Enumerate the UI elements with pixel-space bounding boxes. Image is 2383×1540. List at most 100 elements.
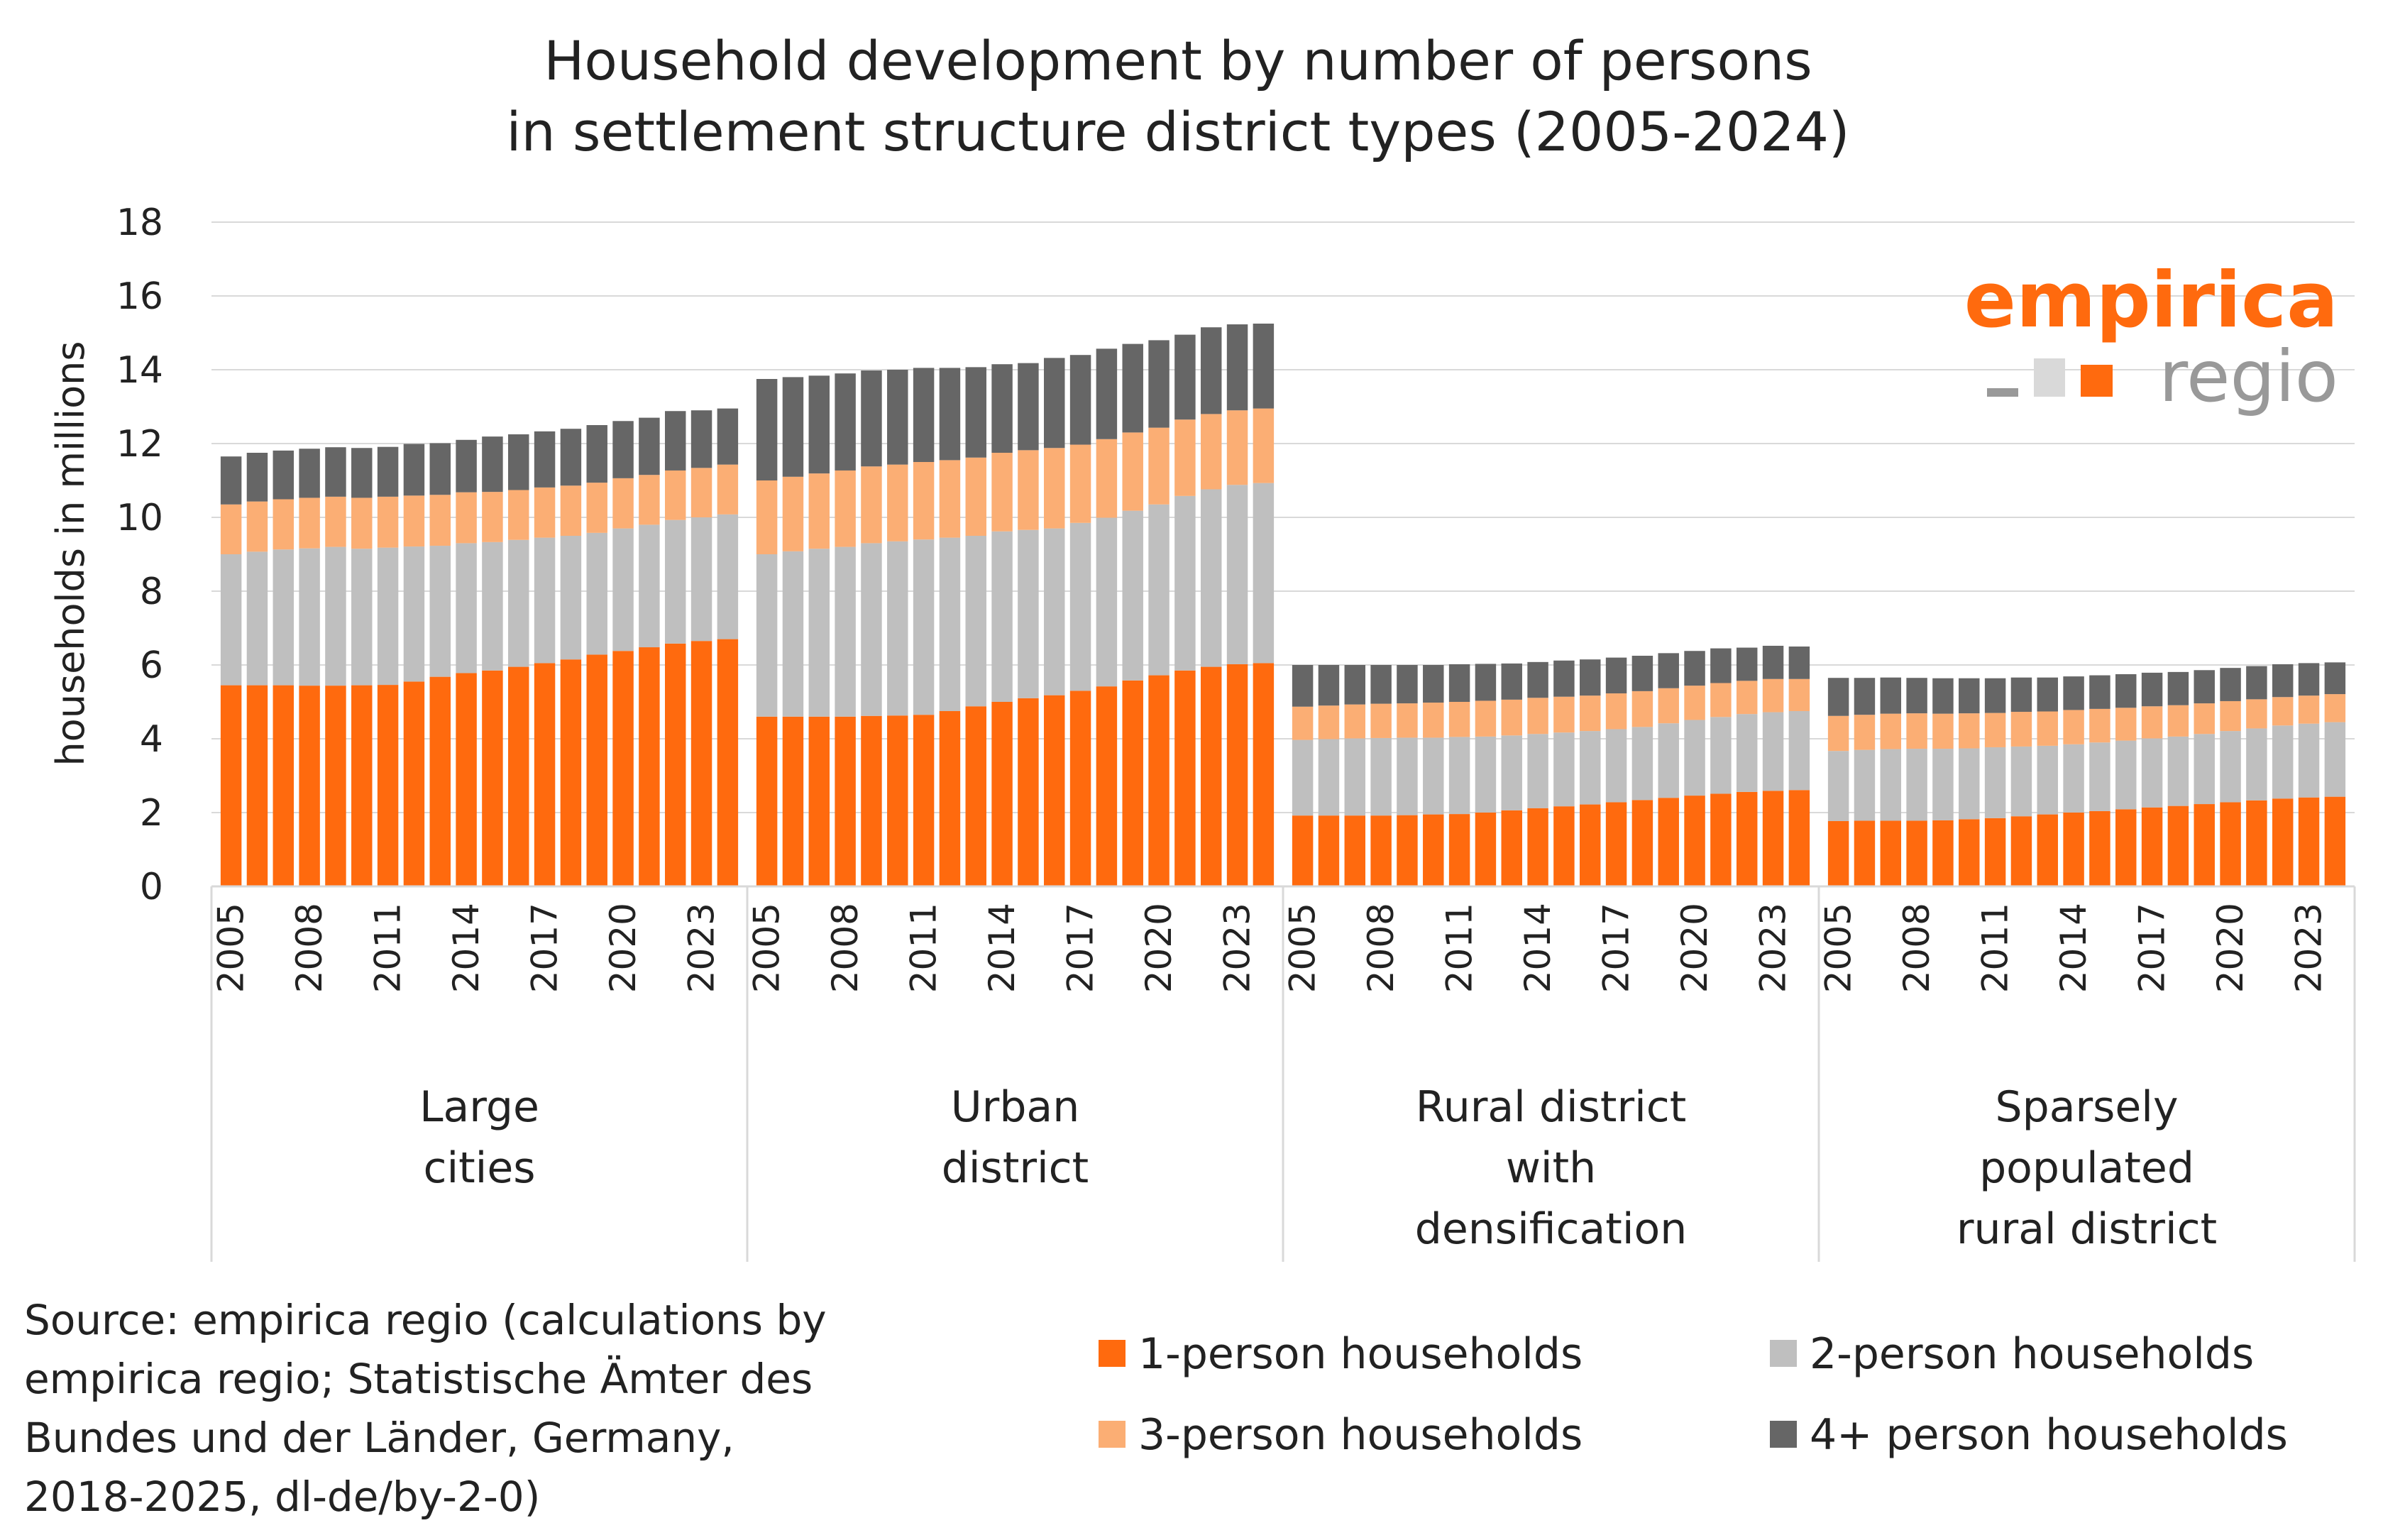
bar-segment [534,487,556,538]
bar-segment [1253,663,1275,886]
x-tick-label: 2011 [903,903,945,993]
bar-segment [1148,675,1170,886]
bar-segment [1827,715,1849,752]
x-tick-label: 2005 [1818,903,1859,993]
bar-segment [377,496,399,548]
x-tick-label: 2005 [211,903,252,993]
bar-segment [2115,708,2137,741]
bar-segment [1501,810,1522,886]
chart-title-line-2: in settlement structure district types (… [506,100,1849,163]
bar-segment [1827,678,1849,716]
bar-segment [664,470,686,520]
bar-segment [246,453,268,502]
bar-segment [403,495,425,547]
bar-segment [560,659,582,886]
bar-segment [377,547,399,686]
bar-segment [1370,703,1392,738]
bar-segment [1292,739,1314,816]
bar-segment [1200,666,1222,886]
bar-segment [2115,740,2137,810]
bar-segment [1501,735,1522,810]
bar-segment [482,670,503,886]
source-line-2: empirica regio; Statistische Ämter des [24,1355,813,1403]
bar-segment [560,536,582,660]
bar-segment [273,499,295,550]
bar-segment [1475,700,1497,737]
bar-segment [664,643,686,886]
bar-segment [2089,708,2110,743]
bar-segment [612,651,634,886]
bar-segment [220,685,242,886]
group-label: Sparsely [1996,1082,2179,1132]
bar-segment [1605,802,1627,886]
x-tick-label: 2014 [981,903,1023,993]
bar-segment [1605,729,1627,803]
bar-segment [782,476,804,551]
bar-segment [586,654,607,886]
x-tick-label: 2017 [2132,903,2173,993]
bar-segment [2298,797,2320,886]
bar-segment [887,464,908,541]
bar-segment [2167,805,2189,886]
bar-segment [756,379,778,480]
bar-segment [939,711,961,886]
bar-segment [1448,737,1470,815]
bar-segment [756,716,778,886]
bar-segment [1605,657,1627,694]
bar-segment [2220,731,2241,803]
logo-text-sub: regio [2159,335,2338,418]
bar-segment [664,519,686,644]
bar-segment [2272,725,2294,799]
bar-segment [965,367,986,458]
bar-segment [1148,504,1170,676]
bar-segment [2141,738,2163,808]
bar-segment [639,417,660,475]
bar-segment [887,541,908,716]
legend-swatch-1-person [1099,1340,1126,1367]
bar-segment [2063,813,2084,886]
bar-segment [690,468,712,517]
bar-segment [1096,517,1118,687]
bar-segment [1174,495,1196,671]
bar-segment [2194,670,2215,704]
legend-swatch-3-person [1099,1421,1126,1448]
bar-segment [1553,732,1575,807]
bar-segment [1018,529,1039,698]
bar-segment [2063,710,2084,744]
bar-segment [1580,804,1601,886]
bar-segment [1096,686,1118,886]
bar-segment [2010,816,2032,886]
bar-segment [246,685,268,886]
bar-segment [1658,723,1679,798]
x-tick-label: 2011 [1975,903,2016,993]
bar-segment [299,449,320,498]
y-tick-label: 4 [140,718,163,761]
bar-segment [220,504,242,554]
bar-segment [1631,727,1653,801]
bar-segment [939,368,961,461]
bar-segment [1959,748,1980,820]
bar-segment [1397,665,1418,704]
bar-group [1827,662,2346,886]
bar-segment [991,364,1013,453]
bar-segment [2246,800,2267,886]
bar-segment [1122,343,1143,433]
bar-segment [1880,749,1902,821]
x-tick-label: 2023 [2289,903,2330,993]
bar-segment [1631,800,1653,886]
bar-segment [1148,340,1170,428]
bar-segment [2246,728,2267,801]
bar-segment [1318,815,1340,886]
bar-segment [1736,791,1758,886]
bar-segment [1932,820,1954,886]
bar-segment [1018,363,1039,451]
bar-segment [1762,712,1784,791]
bar-segment [1370,737,1392,816]
bar-segment [508,434,529,490]
bar-segment [1932,678,1954,714]
bar-segment [1174,670,1196,886]
bar-segment [1122,680,1143,886]
bar-segment [482,541,503,671]
bar-segment [1932,713,1954,749]
bar-segment [690,410,712,468]
